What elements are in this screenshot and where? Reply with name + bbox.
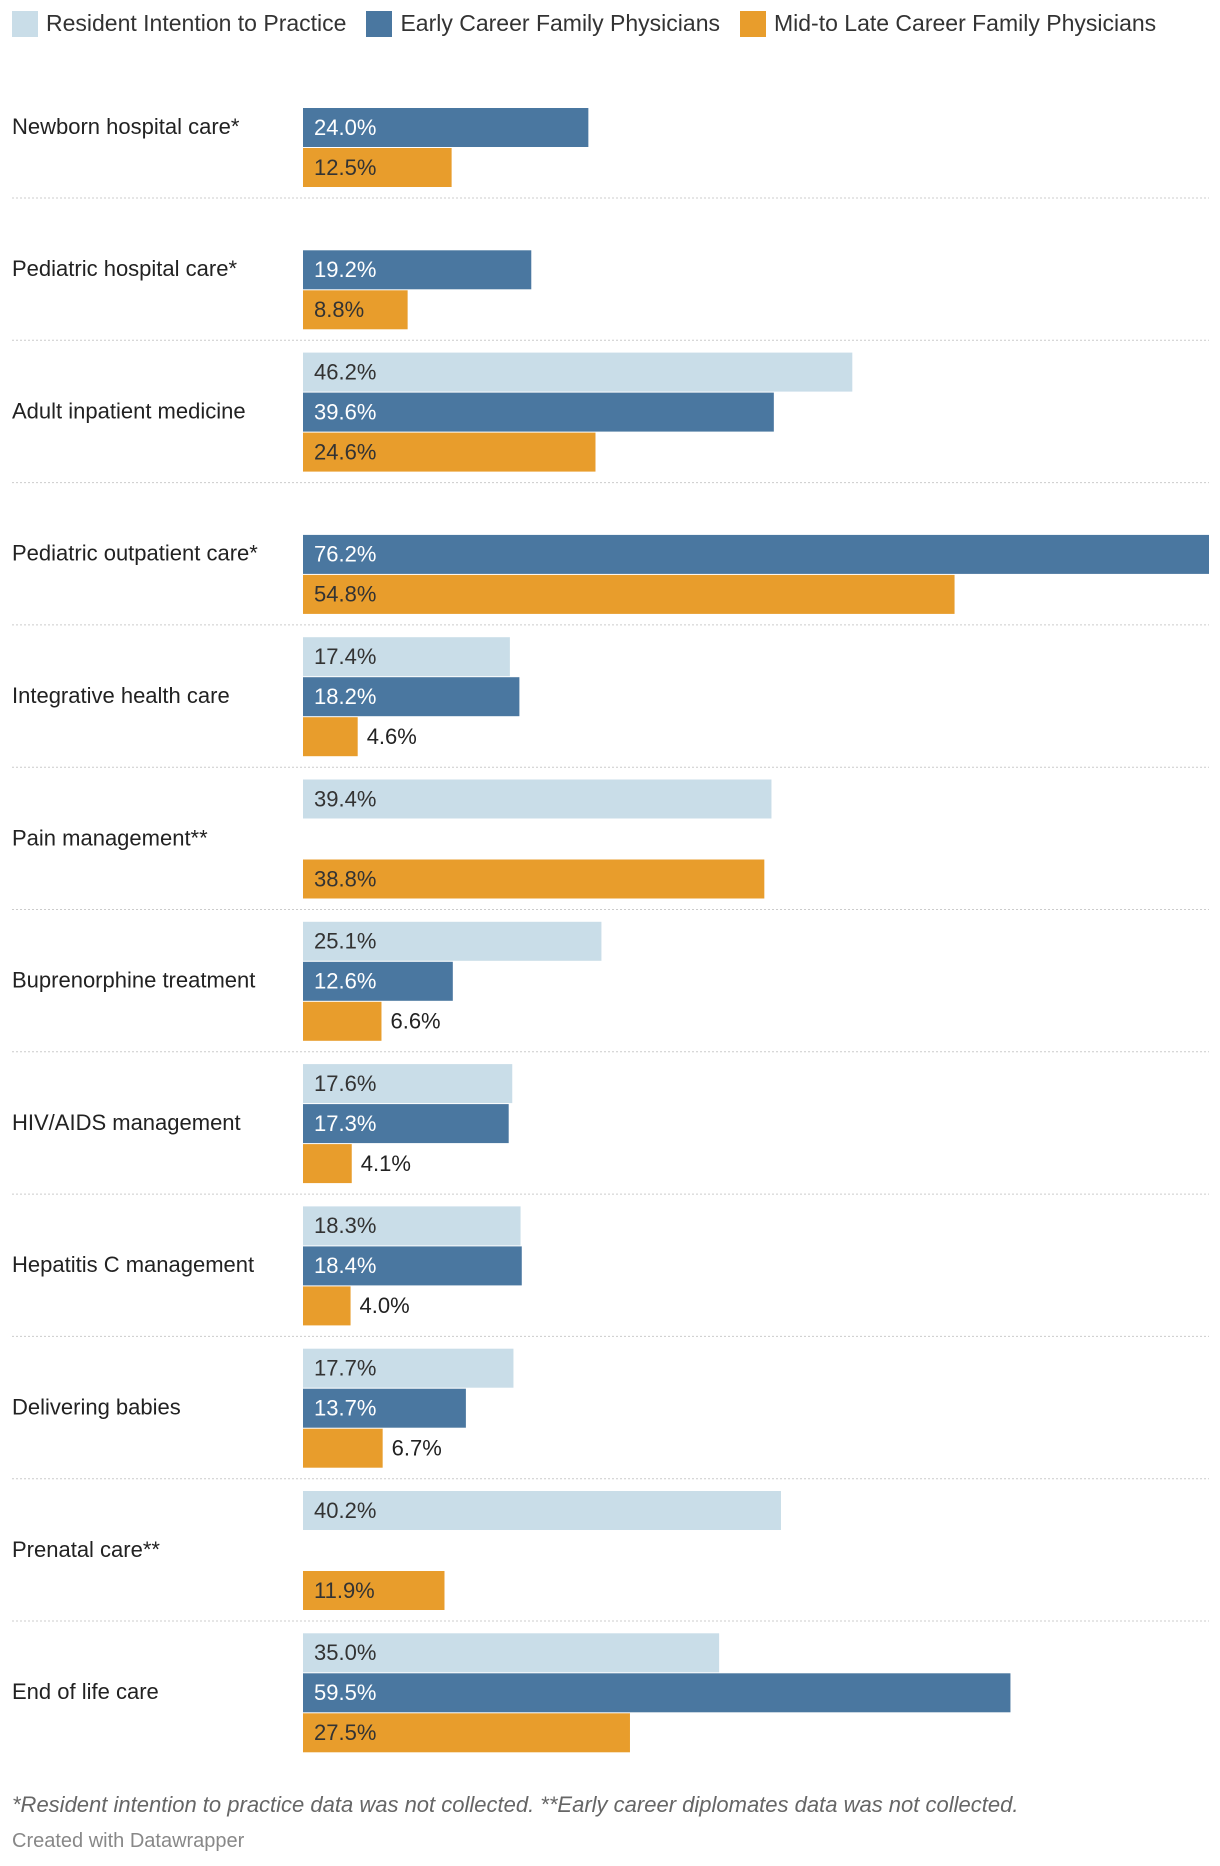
category-label: Buprenorphine treatment: [12, 968, 255, 993]
bar: [303, 1491, 781, 1530]
value-label: 6.7%: [392, 1436, 442, 1461]
bar: [303, 290, 408, 330]
legend-swatch: [739, 10, 766, 37]
legend-label: Early Career Family Physicians: [400, 10, 720, 36]
value-label: 4.0%: [360, 1293, 410, 1318]
value-label: 40.2%: [314, 1498, 376, 1523]
category-label: Pediatric outpatient care*: [12, 541, 258, 566]
bar: [303, 1388, 466, 1428]
value-label: 35.0%: [314, 1640, 376, 1665]
bar: [303, 1104, 509, 1144]
value-label: 38.8%: [314, 866, 376, 891]
value-label: 19.2%: [314, 257, 376, 282]
value-label: 39.4%: [314, 786, 376, 811]
category-label: Pediatric hospital care*: [12, 256, 237, 281]
bar: [303, 1246, 522, 1286]
category-label: Pain management**: [12, 825, 208, 850]
category-label: HIV/AIDS management: [12, 1110, 241, 1135]
value-label: 6.6%: [390, 1009, 440, 1034]
value-label: 18.2%: [314, 684, 376, 709]
value-label: 12.6%: [314, 969, 376, 994]
credit: Created with Datawrapper: [12, 1830, 245, 1852]
value-label: 39.6%: [314, 399, 376, 424]
bar: [303, 534, 1209, 574]
legend-item: Resident Intention to Practice: [12, 10, 346, 37]
value-label: 46.2%: [314, 359, 376, 384]
bar: [303, 432, 596, 472]
legend-swatch: [366, 10, 393, 37]
legend-swatch: [12, 10, 38, 37]
bar: [303, 148, 452, 187]
bar: [303, 1286, 351, 1326]
value-label: 11.9%: [314, 1578, 375, 1603]
category-label: Adult inpatient medicine: [12, 398, 246, 423]
bar: [303, 677, 520, 717]
bar: [303, 1064, 513, 1104]
bar: [303, 352, 853, 392]
value-label: 4.1%: [361, 1151, 411, 1176]
value-label: 17.4%: [314, 644, 376, 669]
bar: [303, 1428, 383, 1468]
chart: Newborn hospital care* 24.0% 12.5% Pediatri…: [12, 108, 1209, 1753]
value-label: 17.3%: [314, 1111, 376, 1136]
legend-item: Mid-to Late Career Family Physicians: [739, 10, 1157, 37]
bar: [303, 1633, 720, 1673]
value-label: 8.8%: [314, 297, 364, 322]
bar: [303, 1571, 445, 1610]
bar: [303, 637, 510, 677]
category-label: Integrative health care: [12, 683, 230, 708]
value-label: 27.5%: [314, 1720, 376, 1745]
bar: [303, 961, 453, 1001]
value-label: 54.8%: [314, 582, 376, 607]
bar: [303, 1144, 352, 1184]
footnote: *Resident intention to practice data was…: [12, 1792, 1019, 1817]
bar: [303, 1348, 514, 1388]
value-label: 25.1%: [314, 929, 376, 954]
value-label: 18.4%: [314, 1253, 376, 1278]
legend: Resident Intention to Practice Early Care…: [12, 10, 1156, 37]
value-label: 76.2%: [314, 542, 376, 567]
bar: [303, 1206, 521, 1246]
value-label: 24.6%: [314, 439, 376, 464]
bar: [303, 859, 765, 899]
bar: [303, 250, 532, 290]
value-label: 17.7%: [314, 1356, 376, 1381]
bar: [303, 779, 772, 819]
value-label: 12.5%: [314, 155, 376, 180]
bar: [303, 392, 774, 432]
value-label: 4.6%: [367, 724, 417, 749]
legend-label: Resident Intention to Practice: [46, 10, 347, 36]
value-label: 18.3%: [314, 1213, 376, 1238]
bar: [303, 108, 589, 147]
bar: [303, 921, 602, 961]
bar: [303, 717, 358, 757]
value-label: 59.5%: [314, 1680, 376, 1705]
category-label: Newborn hospital care*: [12, 114, 240, 139]
value-label: 17.6%: [314, 1071, 376, 1096]
legend-label: Mid-to Late Career Family Physicians: [773, 10, 1157, 36]
category-label: End of life care: [12, 1679, 159, 1704]
value-label: 24.0%: [314, 115, 376, 140]
category-label: Delivering babies: [12, 1395, 181, 1420]
category-label: Prenatal care**: [12, 1537, 160, 1562]
bar: [303, 1713, 630, 1753]
bar: [303, 1673, 1011, 1713]
bar: [303, 1001, 382, 1041]
bar: [303, 574, 955, 614]
category-label: Hepatitis C management: [12, 1252, 254, 1277]
value-label: 13.7%: [314, 1396, 376, 1421]
legend-item: Early Career Family Physicians: [366, 10, 720, 37]
